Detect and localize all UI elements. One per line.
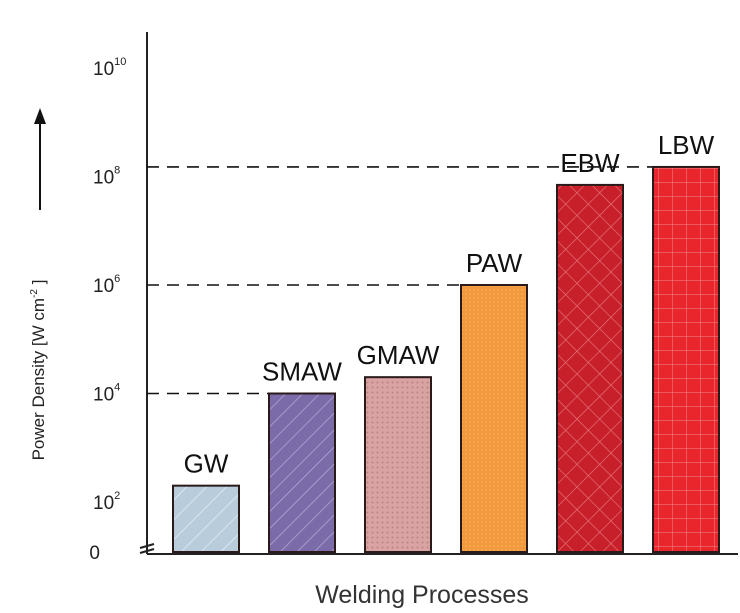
y-tick-labels: 0 102 104 106 108 1010 bbox=[89, 56, 126, 564]
y-tick-label: 106 bbox=[93, 273, 120, 297]
axes bbox=[139, 32, 738, 555]
svg-text:Power Density [W cm-2 ]: Power Density [W cm-2 ] bbox=[29, 280, 48, 461]
bar-gw bbox=[172, 484, 240, 554]
axis-break-icon bbox=[139, 543, 155, 554]
bars bbox=[172, 165, 720, 554]
bar-gmaw bbox=[364, 376, 432, 553]
x-axis-label: Welding Processes bbox=[315, 581, 529, 609]
bar-paw bbox=[460, 284, 528, 553]
bar-label-ebw: EBW bbox=[560, 148, 620, 178]
reference-lines bbox=[147, 166, 653, 395]
bar-lbw bbox=[652, 165, 720, 553]
bar-labels: GW SMAW GMAW PAW EBW LBW bbox=[184, 130, 715, 479]
y-axis-title: Power Density [W cm-2 ] bbox=[29, 280, 48, 461]
y-axis-arrow-icon bbox=[34, 108, 46, 210]
bar-label-smaw: SMAW bbox=[262, 357, 342, 387]
y-tick-label: 1010 bbox=[93, 56, 126, 80]
bar-ebw bbox=[556, 183, 624, 553]
bar-label-paw: PAW bbox=[466, 248, 523, 278]
y-tick-label: 104 bbox=[93, 382, 120, 406]
y-tick-label: 108 bbox=[93, 165, 120, 189]
y-tick-label: 0 bbox=[89, 543, 100, 564]
bar-label-gmaw: GMAW bbox=[357, 340, 440, 370]
y-axis-label-close: ] bbox=[29, 280, 48, 289]
bar-smaw bbox=[268, 392, 336, 553]
y-tick-label: 102 bbox=[93, 490, 120, 514]
y-axis-label-text: Power Density [W cm bbox=[29, 298, 48, 460]
bar-label-gw: GW bbox=[184, 449, 229, 479]
bar-label-lbw: LBW bbox=[658, 130, 715, 160]
y-axis-label-exp: -2 bbox=[29, 289, 40, 298]
